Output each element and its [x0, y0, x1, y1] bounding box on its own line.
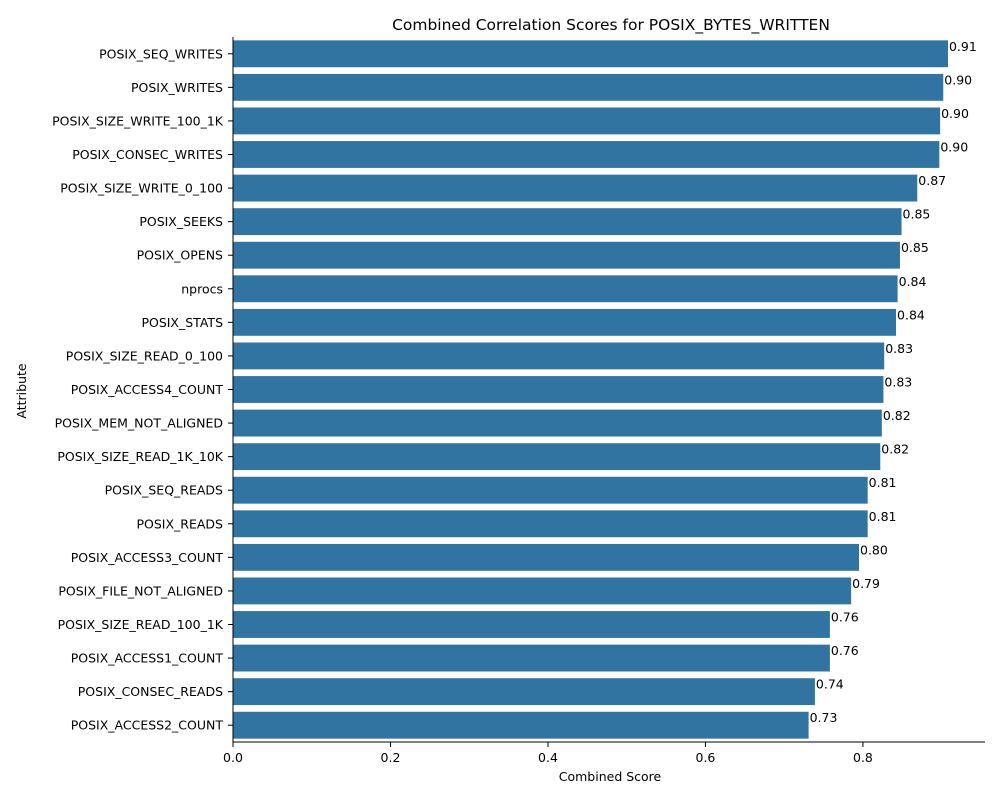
- bar-value-label: 0.83: [885, 341, 913, 356]
- bar: [233, 644, 830, 672]
- bar-value-label: 0.82: [881, 442, 909, 457]
- bar: [233, 208, 902, 236]
- y-tick-label: POSIX_SIZE_WRITE_100_1K: [52, 113, 224, 128]
- x-tick-label: 0.6: [696, 750, 716, 765]
- bar: [233, 40, 948, 68]
- bar: [233, 342, 885, 370]
- x-axis-ticks: 0.0 0.2 0.4 0.6 0.8: [223, 742, 873, 765]
- bar: [233, 409, 882, 437]
- bar-value-label: 0.85: [901, 240, 929, 255]
- bar-value-label: 0.83: [884, 375, 912, 390]
- y-tick-label: POSIX_ACCESS2_COUNT: [71, 718, 224, 733]
- y-tick-label: POSIX_MEM_NOT_ALIGNED: [55, 416, 223, 431]
- bars-layer: [233, 40, 948, 739]
- bar: [233, 510, 868, 538]
- bar: [233, 678, 815, 706]
- y-axis-ticks: POSIX_SEQ_WRITES POSIX_WRITES POSIX_SIZE_W…: [52, 46, 233, 733]
- y-axis-label: Attribute: [14, 363, 29, 419]
- y-tick-label: POSIX_SEQ_WRITES: [99, 46, 223, 61]
- x-tick-label: 0.0: [223, 750, 243, 765]
- bar: [233, 711, 809, 739]
- bar: [233, 107, 941, 135]
- y-tick-label: POSIX_SIZE_READ_0_100: [66, 348, 223, 363]
- y-tick-label: POSIX_READS: [136, 516, 223, 531]
- bar: [233, 376, 884, 403]
- bar-value-label: 0.84: [897, 307, 925, 322]
- bar-value-label: 0.82: [883, 408, 911, 423]
- y-tick-label: POSIX_SIZE_WRITE_0_100: [60, 181, 223, 196]
- x-tick-label: 0.4: [538, 750, 558, 765]
- value-labels-layer: 0.91 0.90 0.90 0.90 0.87 0.85 0.85 0.84 0.84 0.83…: [810, 39, 977, 725]
- bar-value-label: 0.80: [860, 542, 888, 557]
- x-tick-label: 0.2: [381, 750, 401, 765]
- bar: [233, 275, 898, 303]
- bar: [233, 443, 881, 471]
- bar-value-label: 0.90: [941, 106, 969, 121]
- bar: [233, 141, 940, 168]
- x-tick-label: 0.8: [853, 750, 873, 765]
- bar: [233, 476, 868, 504]
- bar-value-label: 0.76: [831, 643, 859, 658]
- x-axis-label: Combined Score: [559, 769, 662, 784]
- y-tick-label: POSIX_SIZE_READ_100_1K: [58, 617, 224, 632]
- bar-value-label: 0.91: [949, 39, 977, 54]
- bar: [233, 174, 918, 202]
- bar-value-label: 0.81: [869, 509, 897, 524]
- bar-value-label: 0.85: [903, 207, 931, 222]
- bar: [233, 73, 944, 101]
- chart-title: Combined Correlation Scores for POSIX_BY…: [392, 16, 830, 35]
- bar: [233, 577, 852, 605]
- y-tick-label: POSIX_CONSEC_READS: [78, 684, 223, 699]
- bar-value-label: 0.90: [940, 140, 968, 155]
- y-tick-label: POSIX_SEEKS: [139, 214, 223, 229]
- y-tick-label: POSIX_ACCESS1_COUNT: [71, 651, 224, 666]
- bar-value-label: 0.74: [816, 677, 844, 692]
- bar-value-label: 0.87: [918, 173, 946, 188]
- bar-value-label: 0.84: [899, 274, 927, 289]
- bar: [233, 241, 900, 269]
- y-tick-label: POSIX_SIZE_READ_1K_10K: [57, 449, 223, 464]
- y-tick-label: POSIX_ACCESS4_COUNT: [71, 382, 224, 397]
- bar-value-label: 0.79: [852, 576, 880, 591]
- bar: [233, 611, 830, 638]
- y-tick-label: nprocs: [181, 281, 223, 296]
- bar-value-label: 0.73: [810, 710, 838, 725]
- y-tick-label: POSIX_ACCESS3_COUNT: [71, 550, 224, 565]
- y-tick-label: POSIX_FILE_NOT_ALIGNED: [58, 583, 223, 598]
- bar: [233, 543, 860, 571]
- bar-value-label: 0.90: [944, 72, 972, 87]
- bar-value-label: 0.81: [869, 475, 897, 490]
- y-tick-label: POSIX_OPENS: [137, 248, 223, 263]
- bar-value-label: 0.76: [831, 610, 859, 625]
- y-tick-label: POSIX_WRITES: [131, 80, 223, 95]
- y-tick-label: POSIX_SEQ_READS: [105, 483, 223, 498]
- y-tick-label: POSIX_STATS: [141, 315, 223, 330]
- bar: [233, 308, 897, 336]
- y-tick-label: POSIX_CONSEC_WRITES: [72, 147, 223, 162]
